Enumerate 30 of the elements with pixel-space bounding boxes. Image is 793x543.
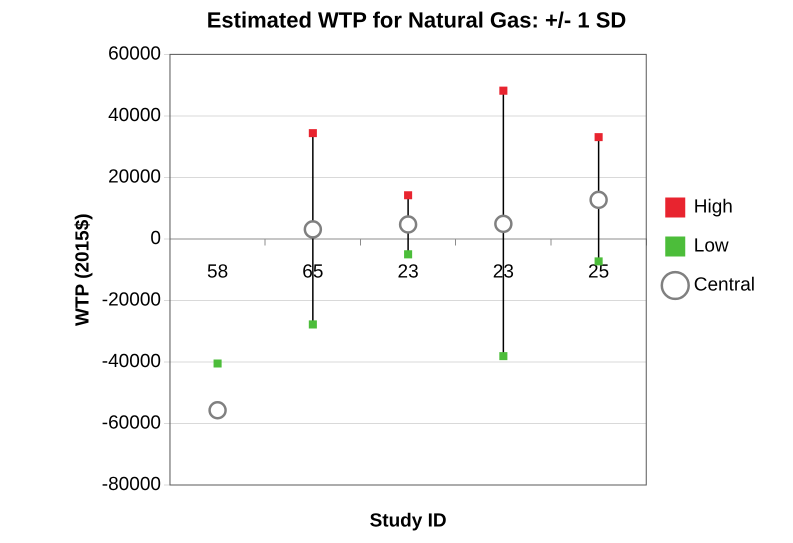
point	[308, 320, 317, 328]
y-tick-label: 0	[150, 228, 161, 250]
y-tick-label: -80000	[102, 474, 161, 496]
point	[208, 401, 227, 420]
legend-label: Central	[694, 274, 755, 296]
point	[589, 190, 608, 210]
y-tick-label: -60000	[102, 412, 161, 434]
point	[404, 250, 412, 258]
point	[499, 352, 508, 360]
point	[594, 133, 603, 142]
point	[494, 214, 513, 234]
y-tick-label: 40000	[108, 105, 161, 126]
y-tick-label: -40000	[102, 351, 161, 372]
y-axis-title: WTP (2015$)	[72, 213, 94, 326]
point	[398, 215, 418, 234]
x-tick-label: 58	[207, 262, 228, 283]
legend-label: Low	[694, 236, 729, 257]
point	[404, 191, 412, 200]
y-tick-label: -20000	[102, 290, 161, 311]
point	[499, 86, 508, 95]
x-axis-title: Study ID	[370, 510, 447, 532]
x-tick-label: 25	[588, 262, 610, 283]
legend-label: High	[694, 196, 733, 218]
point	[214, 359, 222, 368]
x-tick-label: 23	[398, 262, 419, 283]
y-tick-label: 20000	[108, 166, 161, 188]
point	[308, 129, 317, 138]
point	[304, 220, 322, 239]
y-tick-label: 60000	[108, 44, 161, 65]
chart-title: Estimated WTP for Natural Gas: +/- 1 SD	[206, 7, 626, 32]
